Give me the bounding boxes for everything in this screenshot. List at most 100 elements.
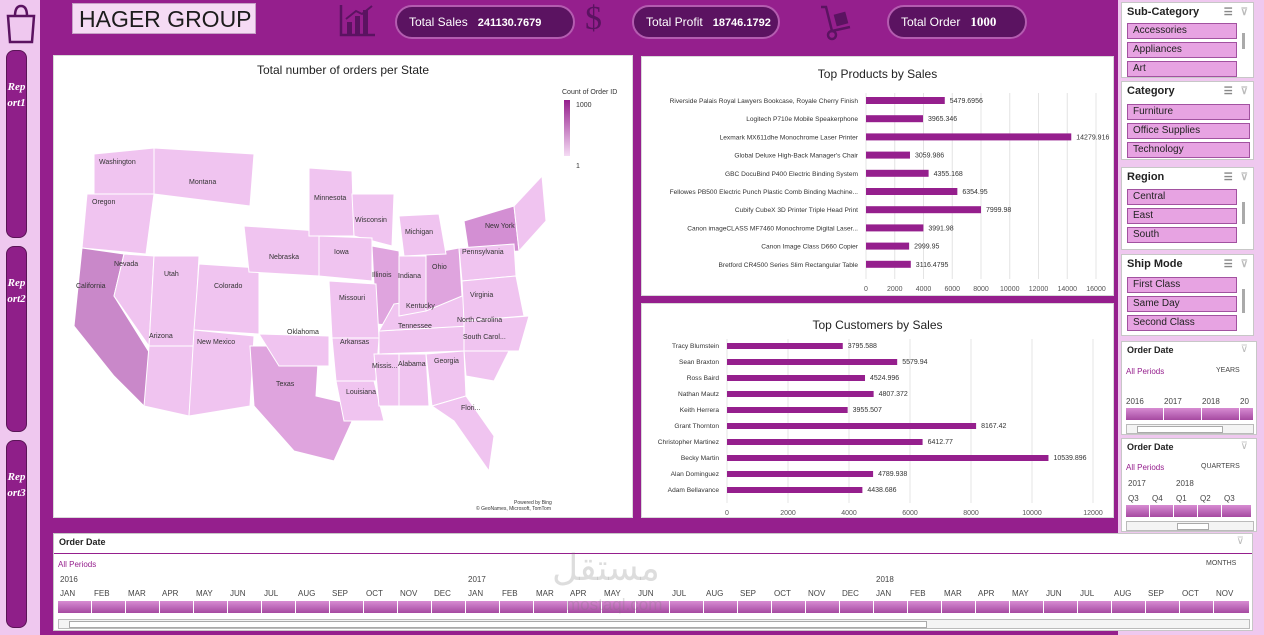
clear-filter-icon[interactable]: ⊽ bbox=[1240, 7, 1248, 18]
slicer-item[interactable]: Furniture bbox=[1127, 104, 1250, 120]
slicer-item[interactable]: Same Day bbox=[1127, 296, 1237, 312]
clear-filter-icon[interactable]: ⊽ bbox=[1240, 344, 1248, 355]
timeline-level[interactable]: QUARTERS bbox=[1201, 463, 1240, 470]
month-period[interactable] bbox=[1010, 601, 1044, 613]
month-period[interactable] bbox=[126, 601, 160, 613]
timeline-period[interactable] bbox=[1198, 505, 1222, 517]
map-label: Arkansas bbox=[340, 339, 370, 346]
month-period[interactable] bbox=[636, 601, 670, 613]
timeline-level[interactable]: MONTHS bbox=[1206, 560, 1237, 567]
multi-select-icon[interactable]: ☰ bbox=[1223, 172, 1233, 183]
report2-button[interactable]: Report2 bbox=[6, 246, 27, 432]
month-period[interactable] bbox=[738, 601, 772, 613]
us-map[interactable]: Washington Oregon Montana California Nev… bbox=[54, 76, 632, 516]
subcategory-slicer-title: Sub-Category bbox=[1127, 6, 1200, 18]
month-period[interactable] bbox=[568, 601, 602, 613]
timeline-period[interactable] bbox=[1126, 408, 1164, 420]
x-tick-label: 14000 bbox=[1058, 286, 1078, 293]
month-period[interactable] bbox=[670, 601, 704, 613]
timeline-scrollbar[interactable] bbox=[1126, 424, 1254, 434]
slicer-scrollbar[interactable] bbox=[1242, 33, 1245, 49]
slicer-scrollbar[interactable] bbox=[1242, 289, 1245, 313]
month-label: JUN bbox=[638, 589, 654, 598]
month-period[interactable] bbox=[602, 601, 636, 613]
month-period[interactable] bbox=[1044, 601, 1078, 613]
month-period[interactable] bbox=[500, 601, 534, 613]
map-label: Oklahoma bbox=[287, 329, 319, 336]
month-period[interactable] bbox=[1078, 601, 1112, 613]
data-label: 10539.896 bbox=[1053, 455, 1086, 462]
month-period[interactable] bbox=[92, 601, 126, 613]
month-period[interactable] bbox=[874, 601, 908, 613]
slicer-item[interactable]: Appliances bbox=[1127, 42, 1237, 58]
multi-select-icon[interactable]: ☰ bbox=[1223, 86, 1233, 97]
month-label: AUG bbox=[1114, 589, 1132, 598]
month-period[interactable] bbox=[330, 601, 364, 613]
slicer-item[interactable]: Accessories bbox=[1127, 23, 1237, 39]
month-period[interactable] bbox=[806, 601, 840, 613]
slicer-item[interactable]: Second Class bbox=[1127, 315, 1237, 331]
data-label: 8167.42 bbox=[981, 423, 1006, 430]
bar bbox=[727, 455, 1049, 461]
timeline-level[interactable]: YEARS bbox=[1216, 367, 1240, 374]
slicer-item[interactable]: Office Supplies bbox=[1127, 123, 1250, 139]
month-period[interactable] bbox=[840, 601, 874, 613]
clear-filter-icon[interactable]: ⊽ bbox=[1240, 86, 1248, 97]
timeline-period[interactable] bbox=[1126, 505, 1150, 517]
total-sales-kpi: Total Sales 241130.7679 bbox=[395, 5, 575, 39]
month-period[interactable] bbox=[398, 601, 432, 613]
timeline-period[interactable] bbox=[1222, 505, 1252, 517]
multi-select-icon[interactable]: ☰ bbox=[1223, 259, 1233, 270]
month-period[interactable] bbox=[262, 601, 296, 613]
month-period[interactable] bbox=[364, 601, 398, 613]
category-label: GBC DocuBind P400 Electric Binding Syste… bbox=[725, 171, 859, 178]
timeline-period[interactable] bbox=[1164, 408, 1202, 420]
month-period[interactable] bbox=[942, 601, 976, 613]
timeline-period[interactable] bbox=[1174, 505, 1198, 517]
slicer-scrollbar[interactable] bbox=[1242, 202, 1245, 224]
timeline-period[interactable] bbox=[1150, 505, 1174, 517]
category-label: Adam Bellavance bbox=[668, 487, 720, 494]
month-period[interactable] bbox=[1146, 601, 1180, 613]
month-period[interactable] bbox=[58, 601, 92, 613]
order-date-months-timeline: Order Date ⊽ All Periods MONTHS 2016 201… bbox=[53, 533, 1253, 631]
month-period[interactable] bbox=[466, 601, 500, 613]
month-period[interactable] bbox=[194, 601, 228, 613]
month-period[interactable] bbox=[1112, 601, 1146, 613]
month-period[interactable] bbox=[908, 601, 942, 613]
state-arkansas bbox=[331, 337, 380, 382]
clear-filter-icon[interactable]: ⊽ bbox=[1240, 172, 1248, 183]
slicer-item[interactable]: East bbox=[1127, 208, 1237, 224]
month-period[interactable] bbox=[1214, 601, 1250, 613]
month-period[interactable] bbox=[160, 601, 194, 613]
slicer-item[interactable]: Art bbox=[1127, 61, 1237, 77]
clear-filter-icon[interactable]: ⊽ bbox=[1236, 536, 1244, 547]
timeline-period[interactable] bbox=[1240, 408, 1254, 420]
state-new-mexico bbox=[188, 329, 255, 417]
clear-filter-icon[interactable]: ⊽ bbox=[1240, 259, 1248, 270]
month-period[interactable] bbox=[296, 601, 330, 613]
category-label: Christopher Martinez bbox=[658, 439, 719, 446]
month-period[interactable] bbox=[1180, 601, 1214, 613]
bar bbox=[727, 487, 863, 493]
data-label: 3965.346 bbox=[928, 116, 957, 123]
report1-button[interactable]: Report1 bbox=[6, 50, 27, 238]
slicer-item[interactable]: Central bbox=[1127, 189, 1237, 205]
month-period[interactable] bbox=[704, 601, 738, 613]
month-period[interactable] bbox=[534, 601, 568, 613]
slicer-item[interactable]: First Class bbox=[1127, 277, 1237, 293]
month-period[interactable] bbox=[228, 601, 262, 613]
month-period[interactable] bbox=[772, 601, 806, 613]
slicer-item[interactable]: South bbox=[1127, 227, 1237, 243]
month-period[interactable] bbox=[432, 601, 466, 613]
timeline-period[interactable] bbox=[1202, 408, 1240, 420]
clear-filter-icon[interactable]: ⊽ bbox=[1240, 441, 1248, 452]
slicer-item[interactable]: Technology bbox=[1127, 142, 1250, 158]
geo-credit: © GeoNames, Microsoft, TomTom bbox=[476, 505, 551, 512]
multi-select-icon[interactable]: ☰ bbox=[1223, 7, 1233, 18]
month-period[interactable] bbox=[976, 601, 1010, 613]
report3-button[interactable]: Report3 bbox=[6, 440, 27, 628]
map-label: Louisiana bbox=[346, 389, 376, 396]
timeline-scrollbar[interactable] bbox=[58, 619, 1250, 629]
timeline-scrollbar[interactable] bbox=[1126, 521, 1254, 531]
